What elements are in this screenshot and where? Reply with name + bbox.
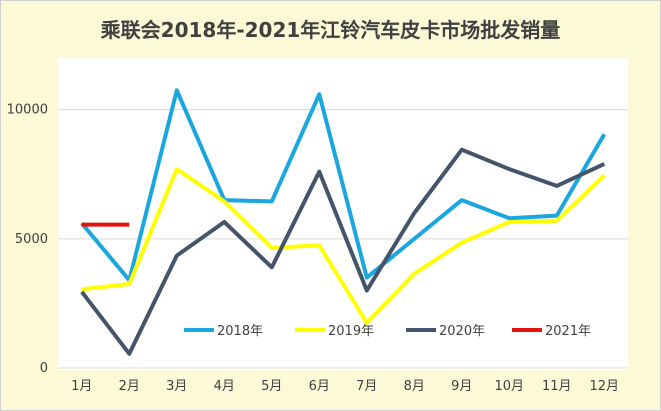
x-tick-label: 6月 <box>309 379 330 394</box>
legend-label: 2019年 <box>328 324 374 339</box>
x-tick-label: 3月 <box>166 379 187 394</box>
x-tick-label: 12月 <box>589 379 619 394</box>
legend-label: 2021年 <box>545 324 591 339</box>
legend-label: 2018年 <box>217 324 263 339</box>
x-tick-label: 10月 <box>494 379 524 394</box>
x-tick-label: 4月 <box>214 379 235 394</box>
chart-title: 乘联会2018年-2021年江铃汽车皮卡市场批发销量 <box>100 18 561 42</box>
y-tick-label: 0 <box>40 361 48 376</box>
legend-label: 2020年 <box>439 324 485 339</box>
x-tick-label: 11月 <box>542 379 572 394</box>
y-tick-label: 5000 <box>15 232 48 247</box>
x-tick-label: 1月 <box>71 379 92 394</box>
x-tick-label: 8月 <box>404 379 425 394</box>
x-tick-label: 7月 <box>356 379 377 394</box>
series-line-3 <box>80 147 606 356</box>
series-line-1 <box>80 88 607 283</box>
series-line-2 <box>81 167 606 325</box>
y-tick-label: 10000 <box>7 103 48 118</box>
x-tick-label: 9月 <box>451 379 472 394</box>
x-tick-label: 2月 <box>119 379 140 394</box>
x-tick-label: 5月 <box>261 379 282 394</box>
